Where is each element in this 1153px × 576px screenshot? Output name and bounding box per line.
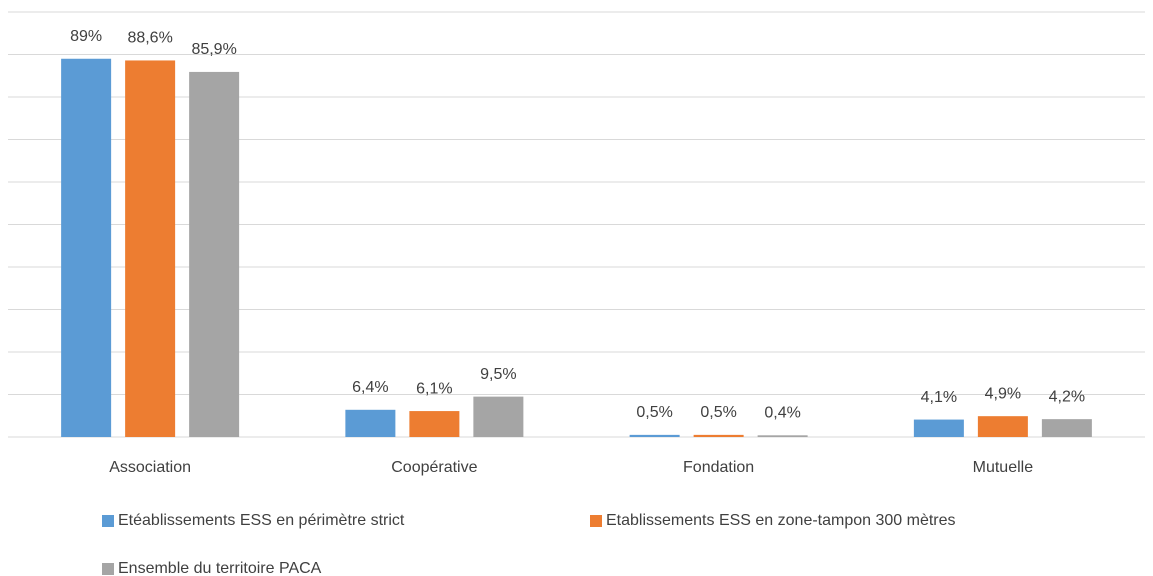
x-tick-label: Coopérative (391, 459, 477, 476)
bar (757, 435, 808, 437)
bar (473, 396, 524, 437)
legend-label: Ensemble du territoire PACA (118, 560, 322, 576)
legend-swatch (102, 515, 114, 527)
data-label: 0,4% (764, 405, 800, 422)
legend-label: Etablissements ESS en zone-tampon 300 mè… (606, 512, 956, 529)
bar (189, 71, 240, 438)
bar (345, 409, 396, 437)
x-tick-label: Mutuelle (973, 459, 1034, 476)
bar (125, 60, 176, 437)
bar (977, 416, 1028, 437)
legend-swatch (102, 563, 114, 575)
data-label: 6,1% (416, 380, 452, 397)
data-label: 0,5% (636, 404, 672, 421)
legend-swatch (590, 515, 602, 527)
bar (61, 58, 112, 437)
bar (1041, 419, 1092, 437)
bar (693, 434, 744, 437)
data-label: 4,9% (985, 385, 1021, 402)
data-label: 4,2% (1049, 388, 1085, 405)
bar (913, 419, 964, 437)
x-tick-label: Fondation (683, 459, 754, 476)
data-label: 4,1% (921, 389, 957, 406)
x-tick-label: Association (109, 459, 191, 476)
data-label: 0,5% (700, 404, 736, 421)
data-label: 6,4% (352, 379, 388, 396)
data-label: 9,5% (480, 366, 516, 383)
bar (629, 434, 680, 437)
data-label: 88,6% (127, 30, 172, 47)
bar (409, 411, 460, 437)
data-label: 85,9% (191, 41, 236, 58)
legend-label: Etéablissements ESS en périmètre strict (118, 512, 405, 529)
data-label: 89% (70, 28, 102, 45)
